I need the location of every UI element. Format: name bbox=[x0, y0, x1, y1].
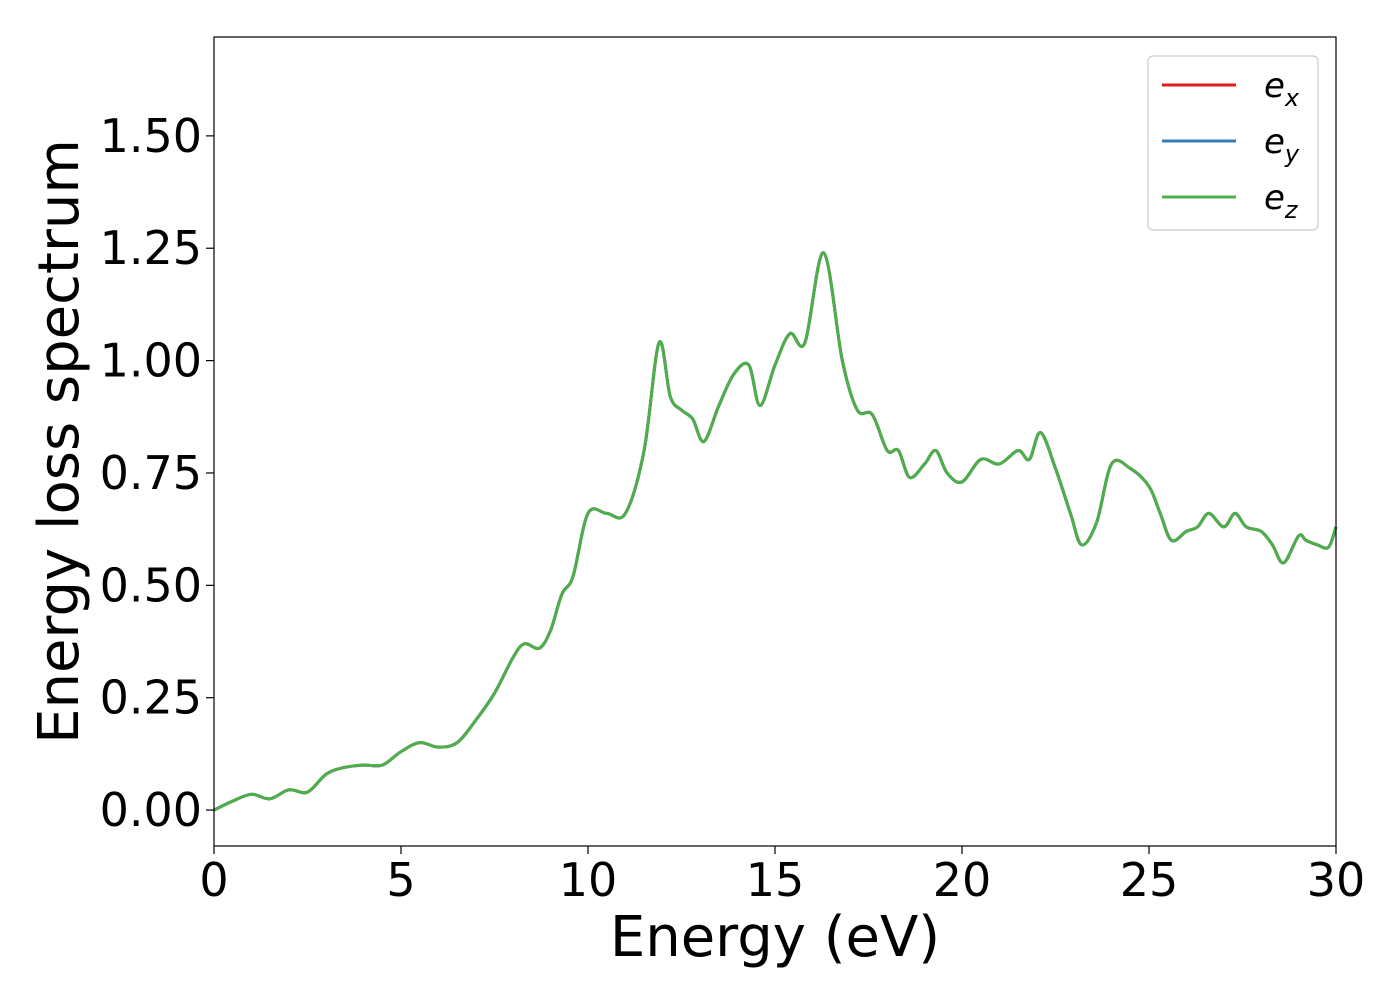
y-tick-label: 0.50 bbox=[100, 558, 202, 612]
series-lines bbox=[213, 251, 1338, 812]
y-tick-label: 0.75 bbox=[100, 446, 202, 500]
x-tick-label: 5 bbox=[386, 853, 415, 907]
series-line-z bbox=[213, 251, 1338, 812]
x-tick-label: 0 bbox=[199, 853, 228, 907]
x-tick-label: 15 bbox=[746, 853, 805, 907]
y-tick-label: 1.25 bbox=[100, 221, 202, 275]
legend-label-x: ex bbox=[1264, 66, 1300, 112]
legend: ex ey ez bbox=[1147, 55, 1319, 231]
x-axis-label: Energy (eV) bbox=[610, 905, 940, 970]
y-axis-label: Energy loss spectrum bbox=[27, 139, 92, 744]
x-tick-label: 25 bbox=[1120, 853, 1179, 907]
x-tick-label: 30 bbox=[1307, 853, 1366, 907]
x-tick-label: 10 bbox=[559, 853, 618, 907]
y-tick-label: 1.50 bbox=[100, 109, 202, 163]
axis-ticks: 0 5 10 15 20 25 30 0.00 0.25 0.50 0.75 1.00 1.25 1.50 bbox=[100, 109, 1366, 907]
x-tick-label: 20 bbox=[933, 853, 992, 907]
legend-box bbox=[1147, 55, 1319, 231]
y-tick-label: 0.00 bbox=[100, 783, 202, 837]
legend-label-y: ey bbox=[1264, 122, 1300, 168]
y-tick-label: 0.25 bbox=[100, 671, 202, 725]
plot-area-frame bbox=[213, 36, 1337, 847]
legend-label-z: ez bbox=[1264, 178, 1299, 224]
y-tick-label: 1.00 bbox=[100, 334, 202, 388]
